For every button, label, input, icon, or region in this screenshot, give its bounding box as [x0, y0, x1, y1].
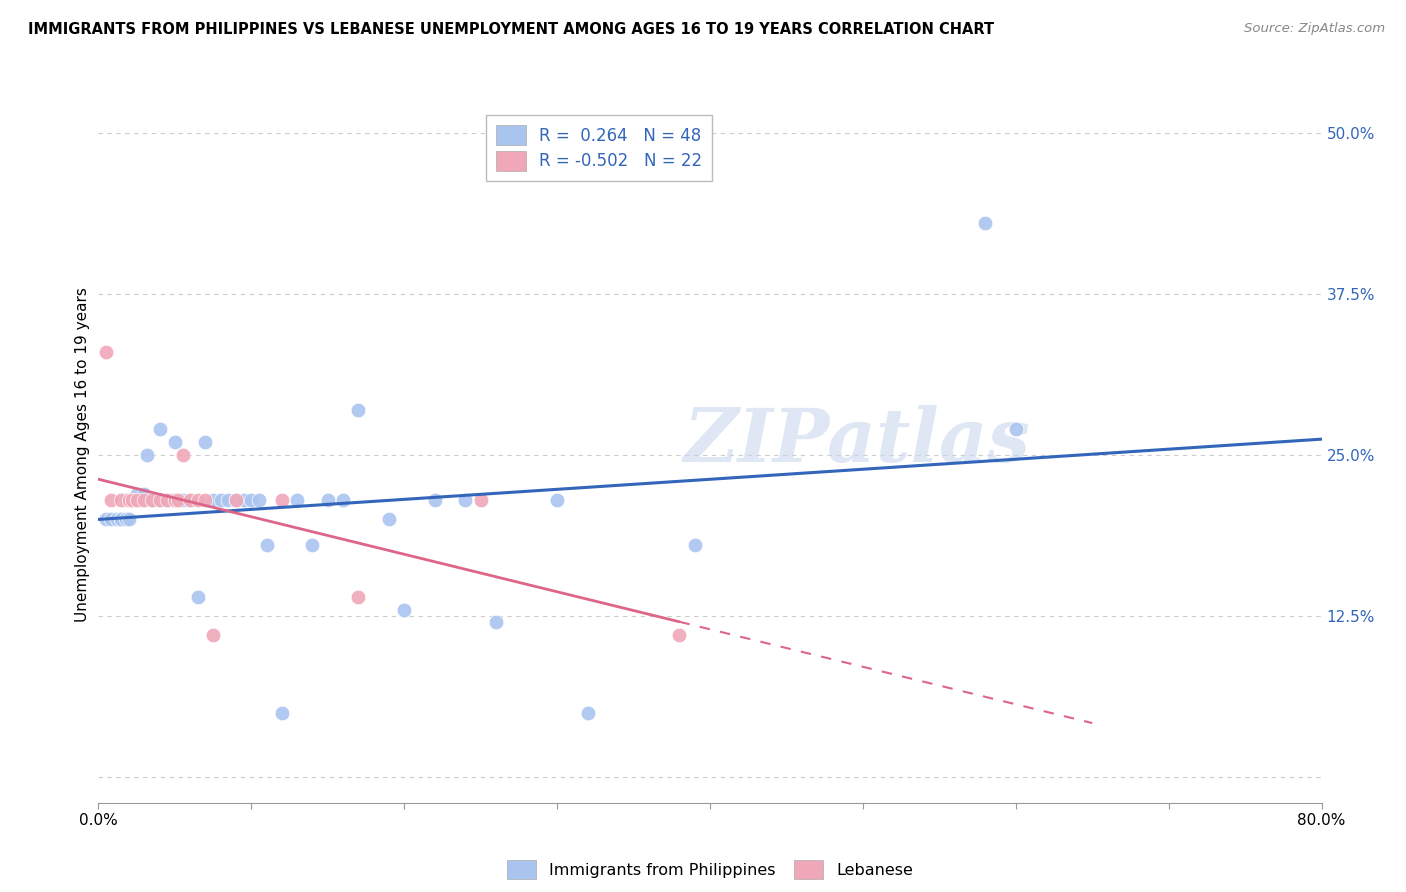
Text: IMMIGRANTS FROM PHILIPPINES VS LEBANESE UNEMPLOYMENT AMONG AGES 16 TO 19 YEARS C: IMMIGRANTS FROM PHILIPPINES VS LEBANESE … — [28, 22, 994, 37]
Point — [316, 493, 339, 508]
Point — [160, 493, 183, 508]
Point — [125, 486, 148, 500]
Point — [115, 512, 138, 526]
Point — [167, 493, 190, 508]
Point — [134, 493, 156, 508]
Point — [225, 493, 247, 508]
Text: ZIPatlas: ZIPatlas — [683, 405, 1031, 477]
Point — [285, 493, 308, 508]
Legend: Immigrants from Philippines, Lebanese: Immigrants from Philippines, Lebanese — [501, 854, 920, 885]
Point — [423, 493, 446, 508]
Point — [194, 435, 217, 450]
Point — [118, 493, 141, 508]
Point — [163, 435, 186, 450]
Point — [179, 493, 201, 508]
Point — [485, 615, 508, 630]
Point — [134, 486, 156, 500]
Point — [202, 493, 225, 508]
Point — [100, 512, 122, 526]
Point — [332, 493, 354, 508]
Point — [118, 512, 141, 526]
Point — [454, 493, 477, 508]
Point — [163, 493, 186, 508]
Point — [110, 512, 132, 526]
Point — [301, 538, 323, 552]
Point — [156, 493, 179, 508]
Point — [347, 590, 370, 604]
Point — [470, 493, 492, 508]
Point — [187, 590, 209, 604]
Point — [172, 448, 194, 462]
Point — [232, 493, 254, 508]
Point — [141, 493, 163, 508]
Point — [202, 628, 225, 642]
Point — [94, 344, 117, 359]
Point — [179, 493, 201, 508]
Point — [392, 602, 416, 616]
Point — [110, 493, 132, 508]
Point — [187, 493, 209, 508]
Point — [149, 493, 172, 508]
Point — [347, 402, 370, 417]
Point — [149, 493, 172, 508]
Point — [125, 493, 148, 508]
Point — [270, 706, 292, 720]
Point — [125, 493, 148, 508]
Point — [121, 493, 143, 508]
Point — [136, 448, 159, 462]
Point — [110, 512, 132, 526]
Point — [194, 493, 217, 508]
Point — [1004, 422, 1026, 436]
Point — [240, 493, 263, 508]
Point — [141, 493, 163, 508]
Point — [256, 538, 278, 552]
Point — [115, 493, 138, 508]
Point — [100, 493, 122, 508]
Point — [225, 493, 247, 508]
Point — [974, 216, 997, 230]
Point — [172, 493, 194, 508]
Text: Source: ZipAtlas.com: Source: ZipAtlas.com — [1244, 22, 1385, 36]
Point — [668, 628, 690, 642]
Y-axis label: Unemployment Among Ages 16 to 19 years: Unemployment Among Ages 16 to 19 years — [75, 287, 90, 623]
Point — [129, 493, 152, 508]
Point — [156, 493, 179, 508]
Point — [118, 493, 141, 508]
Point — [94, 512, 117, 526]
Point — [378, 512, 401, 526]
Point — [683, 538, 706, 552]
Point — [247, 493, 270, 508]
Point — [217, 493, 239, 508]
Point — [576, 706, 599, 720]
Point — [149, 422, 172, 436]
Point — [209, 493, 232, 508]
Point — [546, 493, 568, 508]
Point — [270, 493, 292, 508]
Point — [105, 512, 128, 526]
